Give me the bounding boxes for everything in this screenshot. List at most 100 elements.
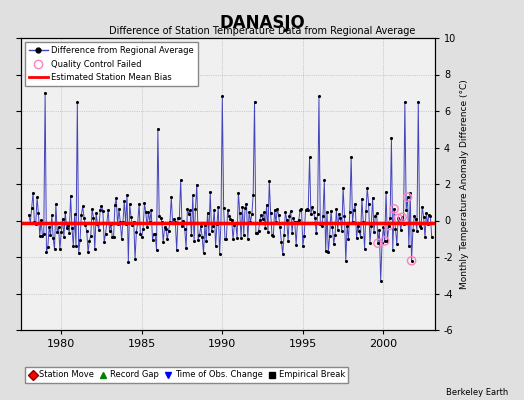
Point: [407, 258, 416, 264]
Point: [350, 207, 358, 214]
Point: [199, 250, 208, 257]
Point: [27, 205, 36, 211]
Point: [187, 232, 195, 239]
Point: [124, 258, 133, 265]
Point: [113, 221, 122, 228]
Point: [43, 244, 52, 250]
Point: [355, 228, 364, 234]
Point: [195, 232, 204, 238]
Point: [390, 206, 398, 212]
Point: [252, 230, 260, 236]
Point: [392, 241, 401, 247]
Point: [387, 135, 396, 142]
Point: [181, 225, 189, 232]
Point: [69, 243, 78, 249]
Point: [370, 229, 378, 235]
Point: [273, 206, 281, 212]
Point: [150, 231, 158, 237]
Point: [100, 238, 108, 245]
Point: [394, 215, 402, 222]
Point: [67, 192, 75, 199]
Point: [426, 212, 434, 219]
Point: [155, 213, 163, 220]
Point: [194, 236, 202, 243]
Point: [96, 207, 104, 214]
Point: [269, 233, 278, 239]
Point: [268, 231, 276, 238]
Point: [95, 226, 103, 233]
Point: [423, 220, 432, 227]
Point: [297, 206, 305, 212]
Point: [189, 192, 197, 199]
Point: [403, 194, 412, 200]
Point: [88, 206, 96, 212]
Point: [65, 230, 73, 236]
Point: [292, 242, 300, 248]
Point: [72, 243, 80, 249]
Point: [234, 189, 243, 196]
Point: [253, 230, 261, 236]
Point: [409, 227, 417, 234]
Point: [162, 226, 170, 232]
Point: [112, 195, 121, 202]
Point: [25, 212, 33, 218]
Point: [74, 250, 83, 256]
Point: [279, 250, 287, 257]
Point: [174, 215, 182, 221]
Point: [210, 207, 219, 213]
Point: [289, 215, 298, 221]
Point: [330, 240, 338, 247]
Point: [103, 219, 111, 226]
Point: [421, 234, 429, 240]
Point: [134, 220, 142, 226]
Point: [416, 223, 424, 229]
Point: [367, 222, 376, 229]
Point: [405, 243, 413, 250]
Point: [239, 231, 248, 238]
Point: [331, 232, 339, 238]
Point: [223, 207, 232, 213]
Point: [49, 235, 57, 241]
Point: [156, 215, 165, 222]
Point: [359, 219, 367, 225]
Point: [80, 214, 88, 221]
Point: [307, 211, 315, 217]
Point: [301, 207, 310, 213]
Point: [244, 236, 252, 243]
Point: [30, 219, 39, 226]
Point: [50, 246, 59, 252]
Point: [117, 236, 126, 242]
Point: [84, 249, 92, 256]
Point: [399, 221, 408, 227]
Point: [343, 222, 351, 229]
Point: [272, 219, 280, 225]
Point: [382, 188, 390, 195]
Point: [340, 212, 348, 219]
Point: [363, 185, 372, 192]
Point: [380, 238, 389, 244]
Point: [291, 219, 299, 226]
Point: [61, 208, 70, 215]
Point: [143, 224, 151, 230]
Point: [77, 211, 85, 218]
Point: [115, 206, 123, 213]
Point: [241, 204, 249, 211]
Point: [33, 194, 41, 200]
Point: [183, 206, 192, 212]
Point: [361, 246, 369, 252]
Point: [64, 222, 72, 228]
Point: [163, 236, 171, 242]
Point: [221, 236, 229, 242]
Point: [397, 227, 405, 234]
Point: [218, 93, 226, 100]
Point: [140, 200, 149, 207]
Point: [337, 228, 346, 234]
Point: [277, 239, 286, 245]
Point: [375, 226, 384, 233]
Point: [215, 251, 224, 258]
Point: [53, 229, 61, 236]
Point: [159, 238, 168, 245]
Point: [227, 217, 236, 224]
Point: [358, 196, 366, 202]
Point: [323, 209, 331, 215]
